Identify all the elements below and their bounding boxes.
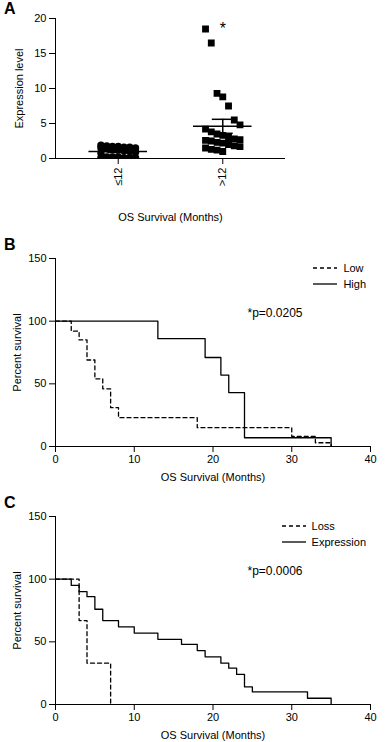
html-text:B: B [4,236,16,253]
svg-text:*p=0.0006: *p=0.0006 [247,564,302,578]
svg-text:Expression level: Expression level [13,48,25,128]
svg-text:10: 10 [128,711,140,723]
svg-text:0: 0 [52,711,58,723]
svg-text:OS Survival (Months): OS Survival (Months) [161,729,266,741]
html-text:A: A [4,0,16,17]
svg-text:*: * [220,20,226,37]
svg-text:150: 150 [28,252,46,264]
svg-text:50: 50 [34,635,46,647]
svg-text:30: 30 [286,711,298,723]
svg-text:Percent survival: Percent survival [11,571,23,649]
svg-text:*p=0.0205: *p=0.0205 [247,306,302,320]
svg-text:0: 0 [52,453,58,465]
svg-text:100: 100 [28,573,46,585]
html-text:High: High [343,278,366,290]
svg-text:0: 0 [40,440,46,452]
svg-text:≤12: ≤12 [112,168,124,186]
svg-text:0: 0 [40,698,46,710]
svg-text:Percent survival: Percent survival [11,313,23,391]
svg-text:15: 15 [34,47,46,59]
html-text:C: C [4,494,16,511]
svg-text:40: 40 [364,711,376,723]
html-text:Expression: Expression [311,536,366,548]
svg-text:OS Survival (Months): OS Survival (Months) [118,211,223,223]
svg-text:50: 50 [34,377,46,389]
svg-text:10: 10 [128,453,140,465]
svg-text:40: 40 [364,453,376,465]
svg-text:150: 150 [28,510,46,522]
svg-text:5: 5 [40,117,46,129]
svg-text:100: 100 [28,315,46,327]
svg-text:20: 20 [207,453,219,465]
svg-text:30: 30 [286,453,298,465]
svg-text:10: 10 [34,82,46,94]
svg-text:>12: >12 [216,168,228,187]
svg-text:0: 0 [40,152,46,164]
svg-text:20: 20 [34,12,46,24]
html-text:Low: Low [343,262,364,274]
html-text:Loss: Loss [311,520,335,532]
svg-text:OS Survival (Months): OS Survival (Months) [161,471,266,483]
svg-text:20: 20 [207,711,219,723]
